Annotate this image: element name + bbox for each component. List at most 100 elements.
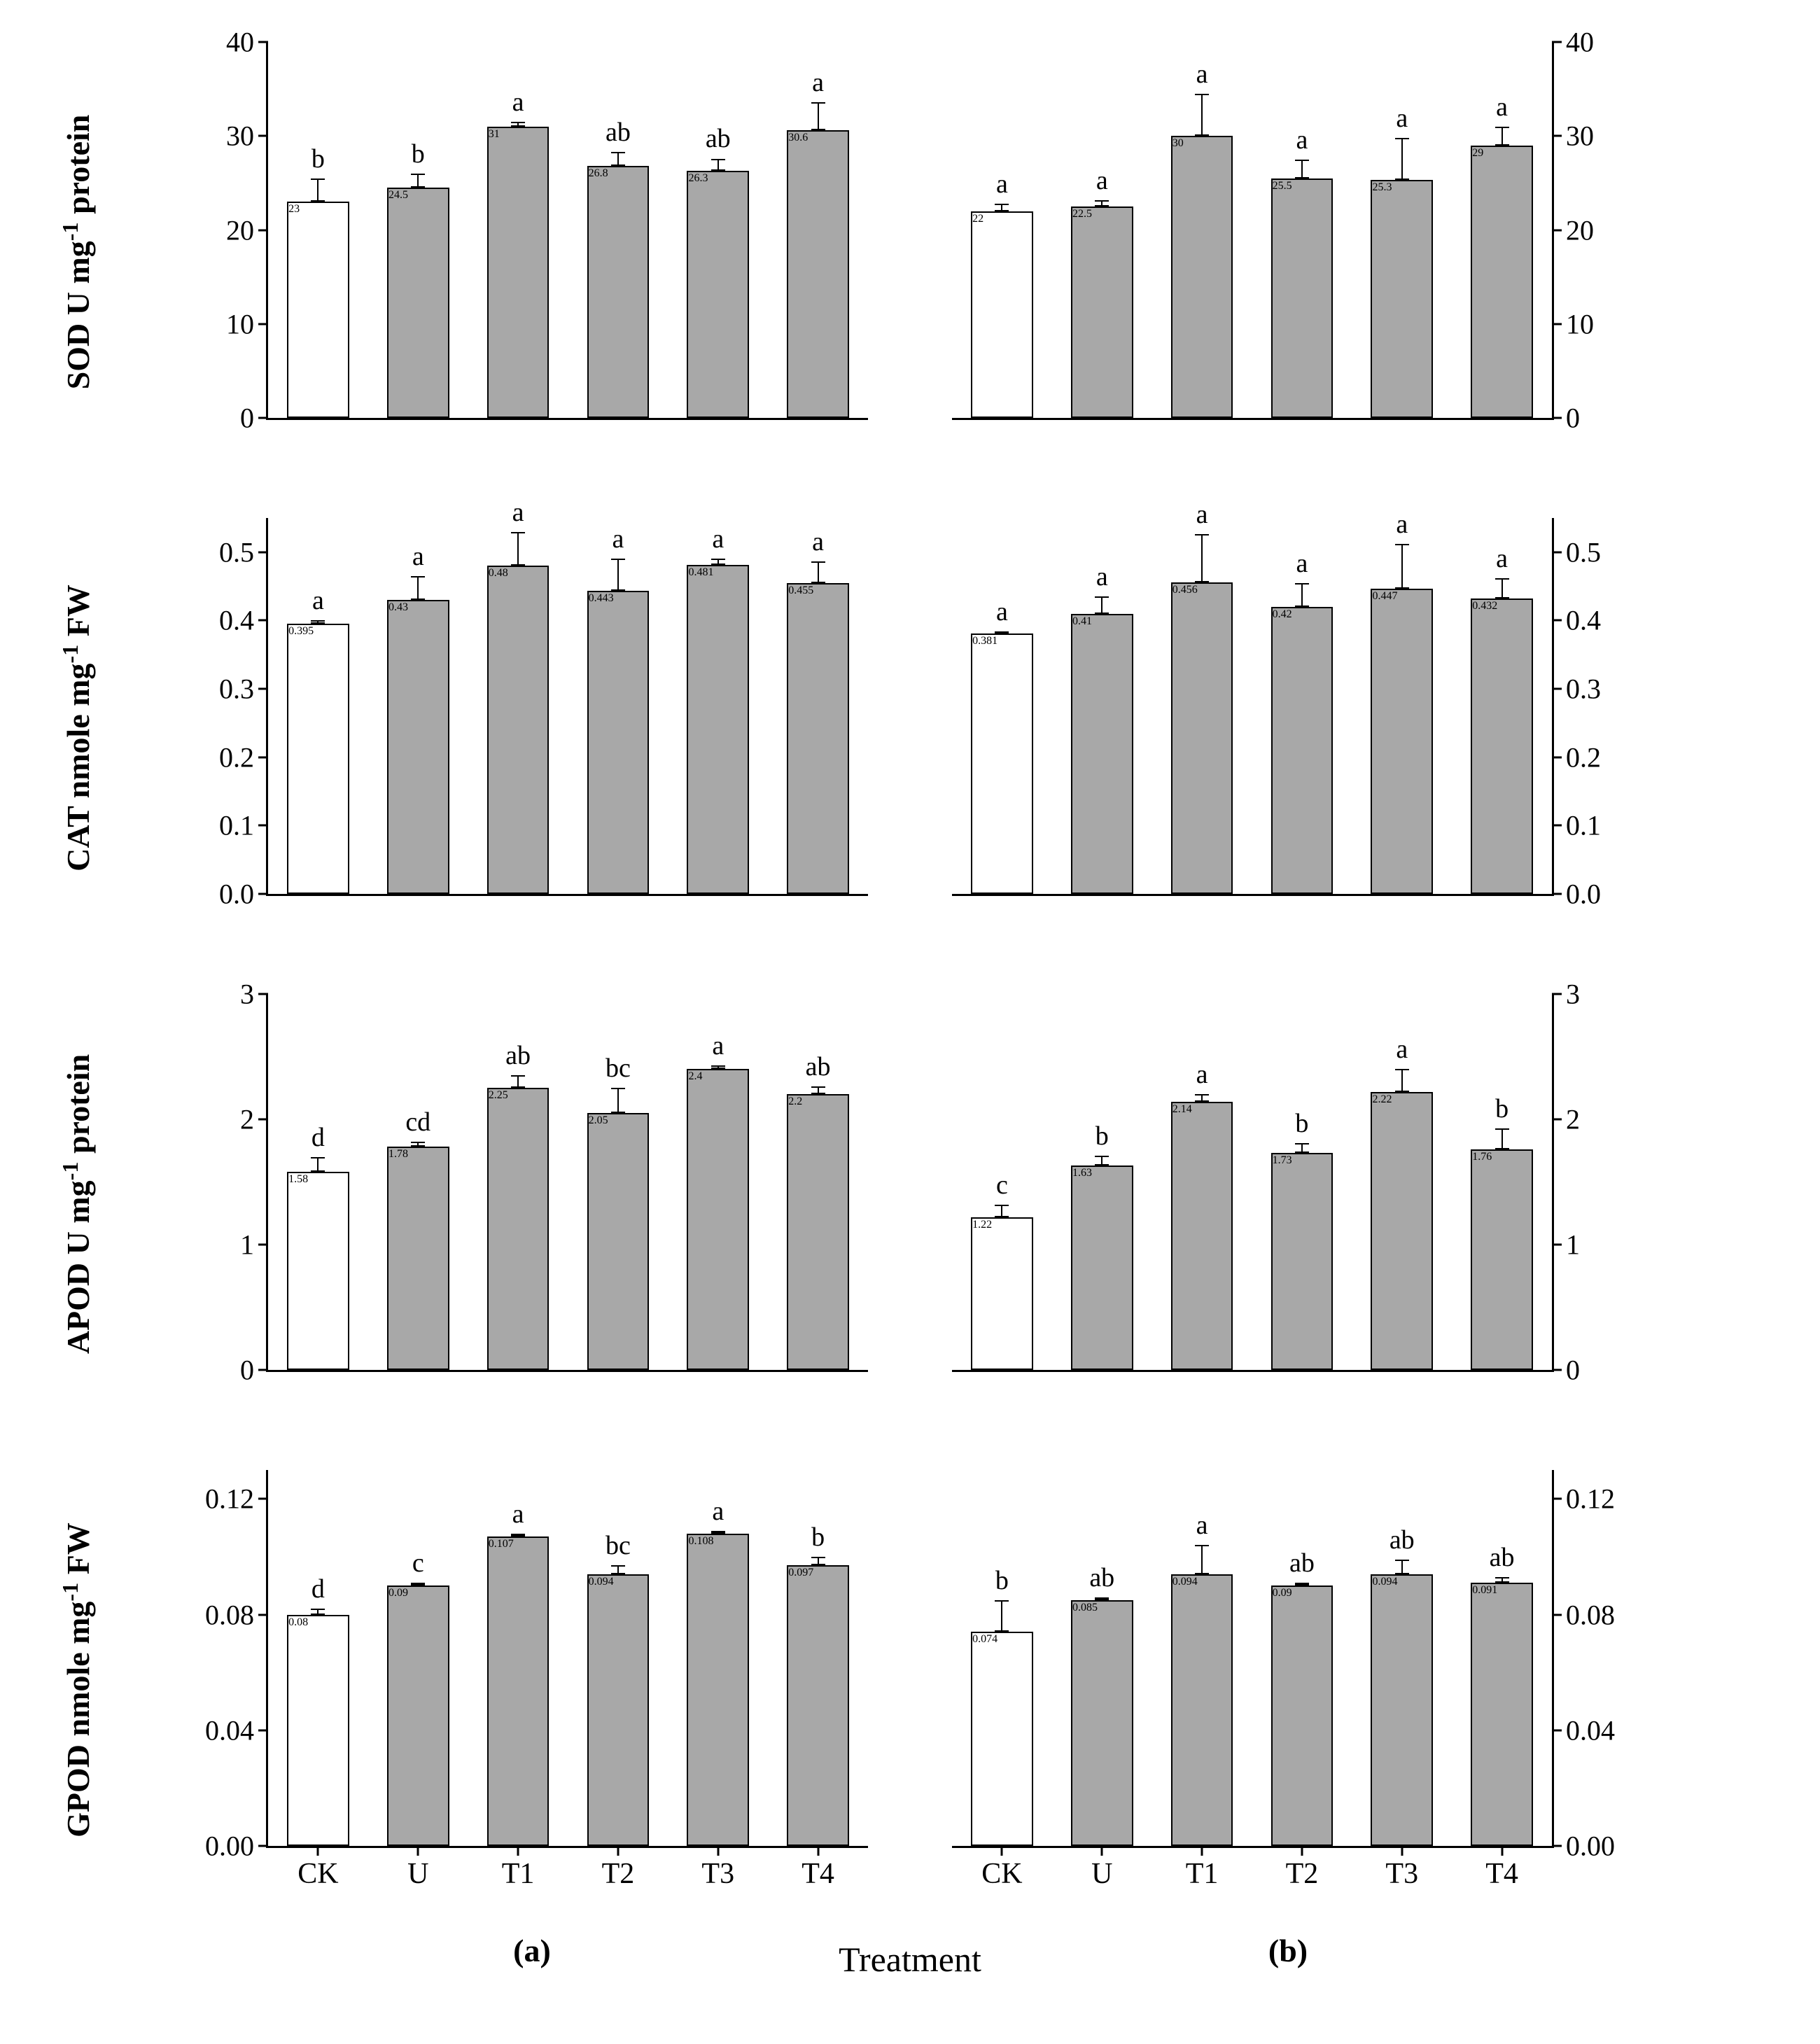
significance-letter: a: [1196, 1059, 1208, 1094]
error-bar: [1101, 596, 1102, 613]
error-bar: [718, 1531, 719, 1534]
significance-letter: b: [1096, 1121, 1109, 1156]
error-bar: [1401, 544, 1403, 588]
significance-letter: a: [712, 1496, 724, 1531]
error-bar: [517, 532, 519, 566]
chart-panel: 0.00.10.20.30.40.50.381a0.41a0.456a0.42a…: [938, 504, 1638, 952]
error-bar: [1101, 1597, 1102, 1600]
x-tick-label: T4: [802, 1846, 834, 1891]
significance-letter: a: [512, 87, 524, 122]
significance-letter: a: [1496, 543, 1508, 578]
ylabel-cell: CAT nmole mg-1 FW: [28, 504, 126, 952]
y-tick-label: 1: [1552, 1228, 1580, 1261]
bar: 0.455: [787, 583, 849, 894]
bar: 26.3: [687, 171, 749, 418]
bar: 0.443: [587, 591, 650, 894]
bar: 0.097: [787, 1565, 849, 1846]
bar: 1.22: [971, 1217, 1033, 1370]
bar: 0.074: [971, 1632, 1033, 1846]
y-tick-label: 0: [240, 402, 268, 435]
error-bar: [718, 159, 719, 171]
y-tick-label: 10: [226, 307, 268, 340]
bar: 0.094: [587, 1574, 650, 1846]
bar: 0.094: [1171, 1574, 1233, 1846]
x-tick-label: T3: [1385, 1846, 1418, 1891]
plot-area: 0.00.10.20.30.40.50.381a0.41a0.456a0.42a…: [952, 518, 1554, 896]
plot-area: 01020304023b24.5b31a26.8ab26.3ab30.6a: [266, 42, 868, 420]
significance-letter: d: [312, 1574, 325, 1609]
bar: 0.08: [287, 1615, 349, 1846]
y-tick-label: 40: [226, 26, 268, 59]
spacer: [1694, 28, 1792, 476]
y-tick-label: 0.1: [1552, 809, 1601, 842]
error-bar: [718, 559, 719, 566]
y-axis-label: SOD U mg-1 protein: [57, 115, 97, 390]
plot-area: 0.000.040.080.120.074bCK0.085abU0.094aT1…: [952, 1470, 1554, 1848]
bar: 2.22: [1371, 1092, 1433, 1370]
panel-grid: SOD U mg-1 protein01020304023b24.5b31a26…: [28, 28, 1792, 2016]
error-bar: [517, 122, 519, 127]
y-tick-label: 0.0: [219, 878, 268, 911]
y-tick-label: 1: [240, 1228, 268, 1261]
error-bar: [1201, 94, 1203, 136]
y-tick-label: 0.1: [219, 809, 268, 842]
error-bar: [517, 1534, 519, 1536]
error-bar: [617, 559, 619, 592]
error-bar: [417, 1142, 419, 1147]
error-bar: [1502, 1577, 1503, 1583]
chart-panel: 0.000.040.080.120.08dCK0.09cU0.107aT10.0…: [182, 1456, 882, 1904]
bar: 0.395: [287, 624, 349, 894]
significance-letter: a: [1296, 125, 1308, 160]
error-bar: [1401, 138, 1403, 180]
y-tick-label: 0.4: [1552, 604, 1601, 637]
significance-letter: a: [1196, 59, 1208, 94]
error-bar: [617, 1565, 619, 1574]
y-tick-label: 10: [1552, 307, 1594, 340]
chart-panel: 01020304023b24.5b31a26.8ab26.3ab30.6a: [182, 28, 882, 476]
y-tick-label: 30: [226, 120, 268, 153]
significance-letter: bc: [606, 1530, 631, 1565]
y-tick-label: 2: [1552, 1103, 1580, 1136]
x-axis-label: Treatment: [28, 1939, 1792, 1980]
x-tick-label: U: [407, 1846, 428, 1891]
error-bar: [818, 102, 819, 130]
bar: 1.76: [1471, 1149, 1533, 1370]
error-bar: [1301, 583, 1303, 607]
bar: 0.481: [687, 565, 749, 894]
bar: 0.41: [1071, 614, 1133, 894]
bar: 0.43: [387, 600, 449, 894]
error-bar: [1502, 127, 1503, 146]
bar: 26.8: [587, 166, 650, 418]
significance-letter: b: [312, 144, 325, 178]
spacer: [1694, 980, 1792, 1428]
bar: 22.5: [1071, 206, 1133, 418]
significance-letter: b: [412, 139, 425, 174]
significance-letter: a: [412, 541, 424, 576]
significance-letter: a: [512, 497, 524, 532]
bar: 30: [1171, 136, 1233, 418]
x-tick-label: CK: [981, 1846, 1022, 1891]
significance-letter: a: [712, 1030, 724, 1065]
error-bar: [1001, 1205, 1002, 1217]
x-tick-label: T2: [1286, 1846, 1319, 1891]
significance-letter: a: [812, 526, 824, 561]
bar: 2.2: [787, 1094, 849, 1370]
y-tick-label: 3: [1552, 978, 1580, 1011]
ylabel-cell: GPOD nmole mg-1 FW: [28, 1456, 126, 1904]
significance-letter: c: [996, 1170, 1008, 1205]
ylabel-cell: SOD U mg-1 protein: [28, 28, 126, 476]
significance-letter: a: [612, 524, 624, 559]
chart-panel: 0.00.10.20.30.40.50.395a0.43a0.48a0.443a…: [182, 504, 882, 952]
significance-letter: ab: [706, 123, 731, 158]
bar: 1.73: [1271, 1153, 1334, 1370]
significance-letter: ab: [1390, 1525, 1415, 1560]
y-tick-label: 0.0: [1552, 878, 1601, 911]
significance-letter: d: [312, 1122, 325, 1157]
bar: 24.5: [387, 188, 449, 418]
error-bar: [718, 1065, 719, 1069]
bar: 23: [287, 202, 349, 418]
error-bar: [417, 1583, 419, 1586]
bar: 0.42: [1271, 607, 1334, 894]
bar: 0.09: [387, 1586, 449, 1846]
bar: 1.58: [287, 1172, 349, 1370]
